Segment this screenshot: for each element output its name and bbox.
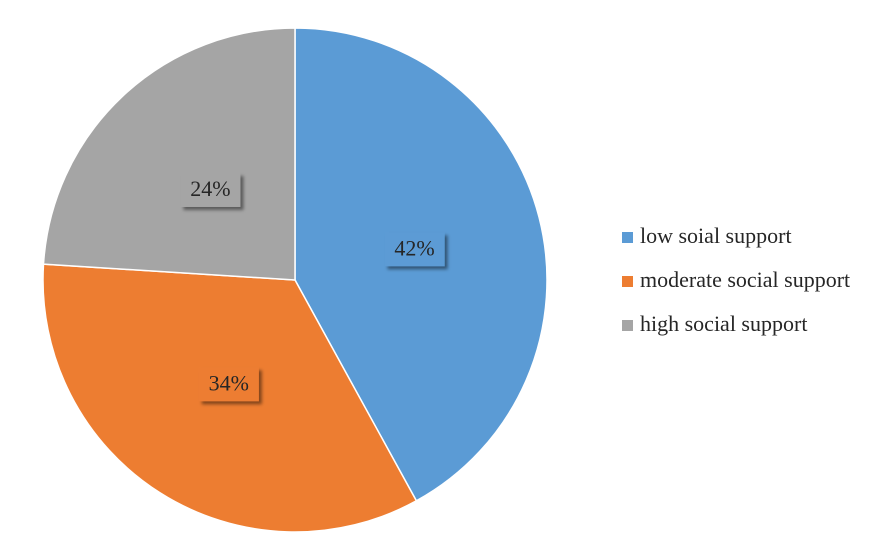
legend-swatch: [622, 276, 633, 287]
data-label-box: [180, 172, 241, 207]
legend-swatch: [622, 232, 633, 243]
legend-label: high social support: [640, 311, 807, 336]
data-label: 34%: [209, 370, 249, 395]
data-label: 42%: [394, 235, 434, 260]
legend-label: moderate social support: [640, 267, 850, 292]
data-label-box: [198, 367, 259, 402]
data-label-box: [384, 232, 445, 267]
legend-label: low soial support: [640, 223, 792, 248]
data-label: 24%: [190, 176, 230, 201]
legend-swatch: [622, 320, 633, 331]
pie-slice: [42, 27, 296, 281]
